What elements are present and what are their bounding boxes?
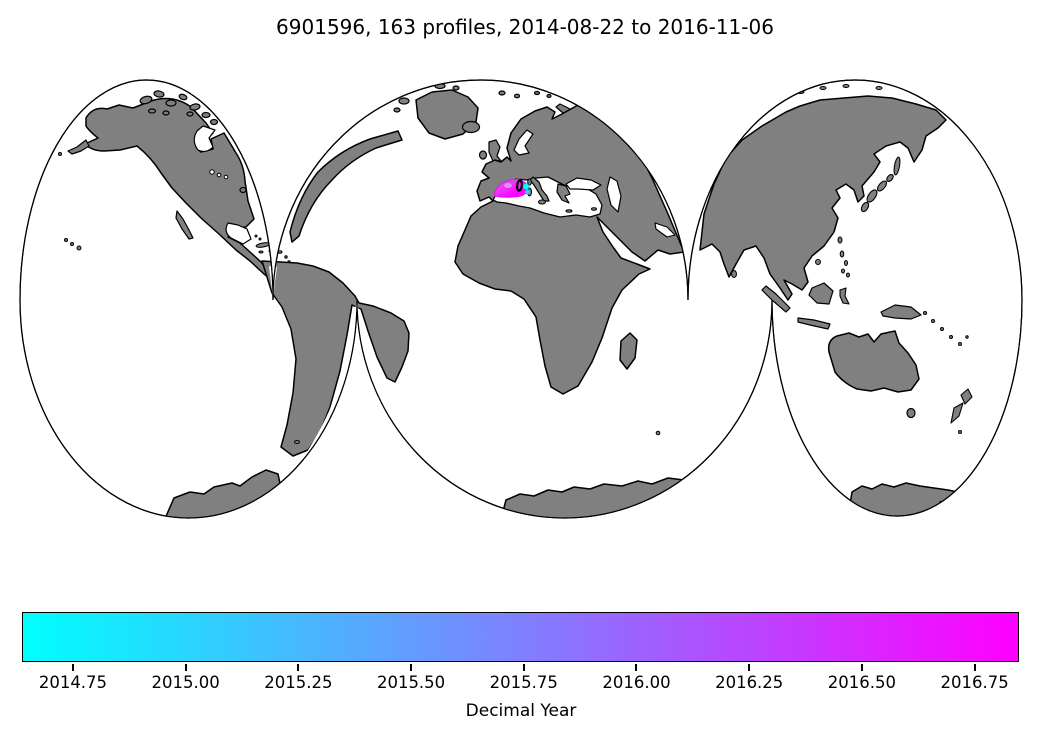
world-map <box>19 79 1023 519</box>
hainan <box>815 259 821 265</box>
madagascar <box>619 332 638 370</box>
persian-gulf <box>654 222 676 238</box>
tasmania <box>906 407 916 419</box>
colorbar-ticklabel: 2015.25 <box>264 672 333 692</box>
canadian-arctic-islands <box>139 90 219 126</box>
japan <box>860 173 894 213</box>
new-zealand-north <box>960 388 973 405</box>
philippines <box>839 250 850 278</box>
crete <box>565 209 573 213</box>
continent-eurafrica <box>454 102 685 395</box>
colorbar-ticklabel: 2016.75 <box>940 672 1009 692</box>
colorbar-gradient <box>22 612 1019 662</box>
java <box>797 317 831 330</box>
colorbar-ticklabel: 2015.00 <box>151 672 220 692</box>
profile-dot-early <box>522 183 530 190</box>
iceland <box>461 120 481 134</box>
australia <box>827 330 920 393</box>
colorbar-tickmark <box>71 663 74 671</box>
colorbar-tickmark <box>973 663 976 671</box>
continent-north-america <box>84 97 274 282</box>
falkland-islands <box>294 440 300 444</box>
antarctica-right <box>845 482 959 518</box>
colorbar-tickmark <box>635 663 638 671</box>
continent-asia <box>699 95 947 301</box>
continent-south-america <box>261 260 410 457</box>
hawaii-islands <box>64 238 82 251</box>
colorbar-tickmark <box>748 663 751 671</box>
pacific-islands <box>923 311 969 346</box>
kerguelen <box>655 430 661 436</box>
sicily <box>538 199 546 205</box>
borneo <box>808 282 834 305</box>
taiwan <box>837 236 843 244</box>
black-sea <box>565 177 602 191</box>
colorbar-tickmark <box>522 663 525 671</box>
caspian-sea <box>606 176 622 213</box>
cyprus <box>591 207 597 211</box>
profile-dot-early2 <box>525 189 530 195</box>
baffin-labrador-sliver <box>289 130 403 243</box>
colorbar-tickmark <box>297 663 300 671</box>
sakhalin <box>893 156 901 176</box>
land-layer <box>50 82 973 518</box>
profile-dots-mid <box>504 183 512 188</box>
colorbar-ticklabel: 2016.25 <box>715 672 784 692</box>
gulf-of-mexico <box>225 222 252 245</box>
projection-boundary-stroke <box>19 79 1023 519</box>
alaska-peninsula <box>67 139 90 155</box>
new-zealand-south <box>950 402 964 424</box>
colorbar-ticklabel: 2015.50 <box>376 672 446 692</box>
colorbar-ticklabel: 2014.75 <box>38 672 108 692</box>
colorbar-ticklabel: 2016.50 <box>827 672 897 692</box>
last-position-marker <box>516 179 523 192</box>
sumatra <box>761 285 791 313</box>
newfoundland <box>239 186 247 194</box>
greece <box>556 183 571 204</box>
great-britain <box>488 139 502 162</box>
italy <box>529 176 550 202</box>
colorbar-tickmark <box>860 663 863 671</box>
colorbar-tickmark <box>184 663 187 671</box>
colorbar-ticklabel: 2016.00 <box>602 672 671 692</box>
ireland <box>478 150 488 160</box>
colorbar-ticks: 2014.75 2015.00 2015.25 2015.50 2015.75 2016.… <box>22 663 1021 709</box>
corsica <box>527 178 532 186</box>
macquarie-island <box>958 430 962 434</box>
sulawesi <box>839 287 850 305</box>
great-lakes <box>209 169 229 180</box>
figure-title: 6901596, 163 profiles, 2014-08-22 to 201… <box>276 15 774 39</box>
colorbar-tickmark <box>410 663 413 671</box>
baltic-sea <box>513 129 534 156</box>
profile-cluster <box>493 178 530 198</box>
colorbar-axis-label: Decimal Year <box>465 701 577 721</box>
sri-lanka <box>731 270 737 278</box>
hudson-bay <box>193 125 216 153</box>
baja-california <box>175 210 194 240</box>
south-georgia <box>303 463 307 467</box>
new-guinea <box>880 304 922 320</box>
colorbar-ticklabel: 2015.75 <box>489 672 558 692</box>
